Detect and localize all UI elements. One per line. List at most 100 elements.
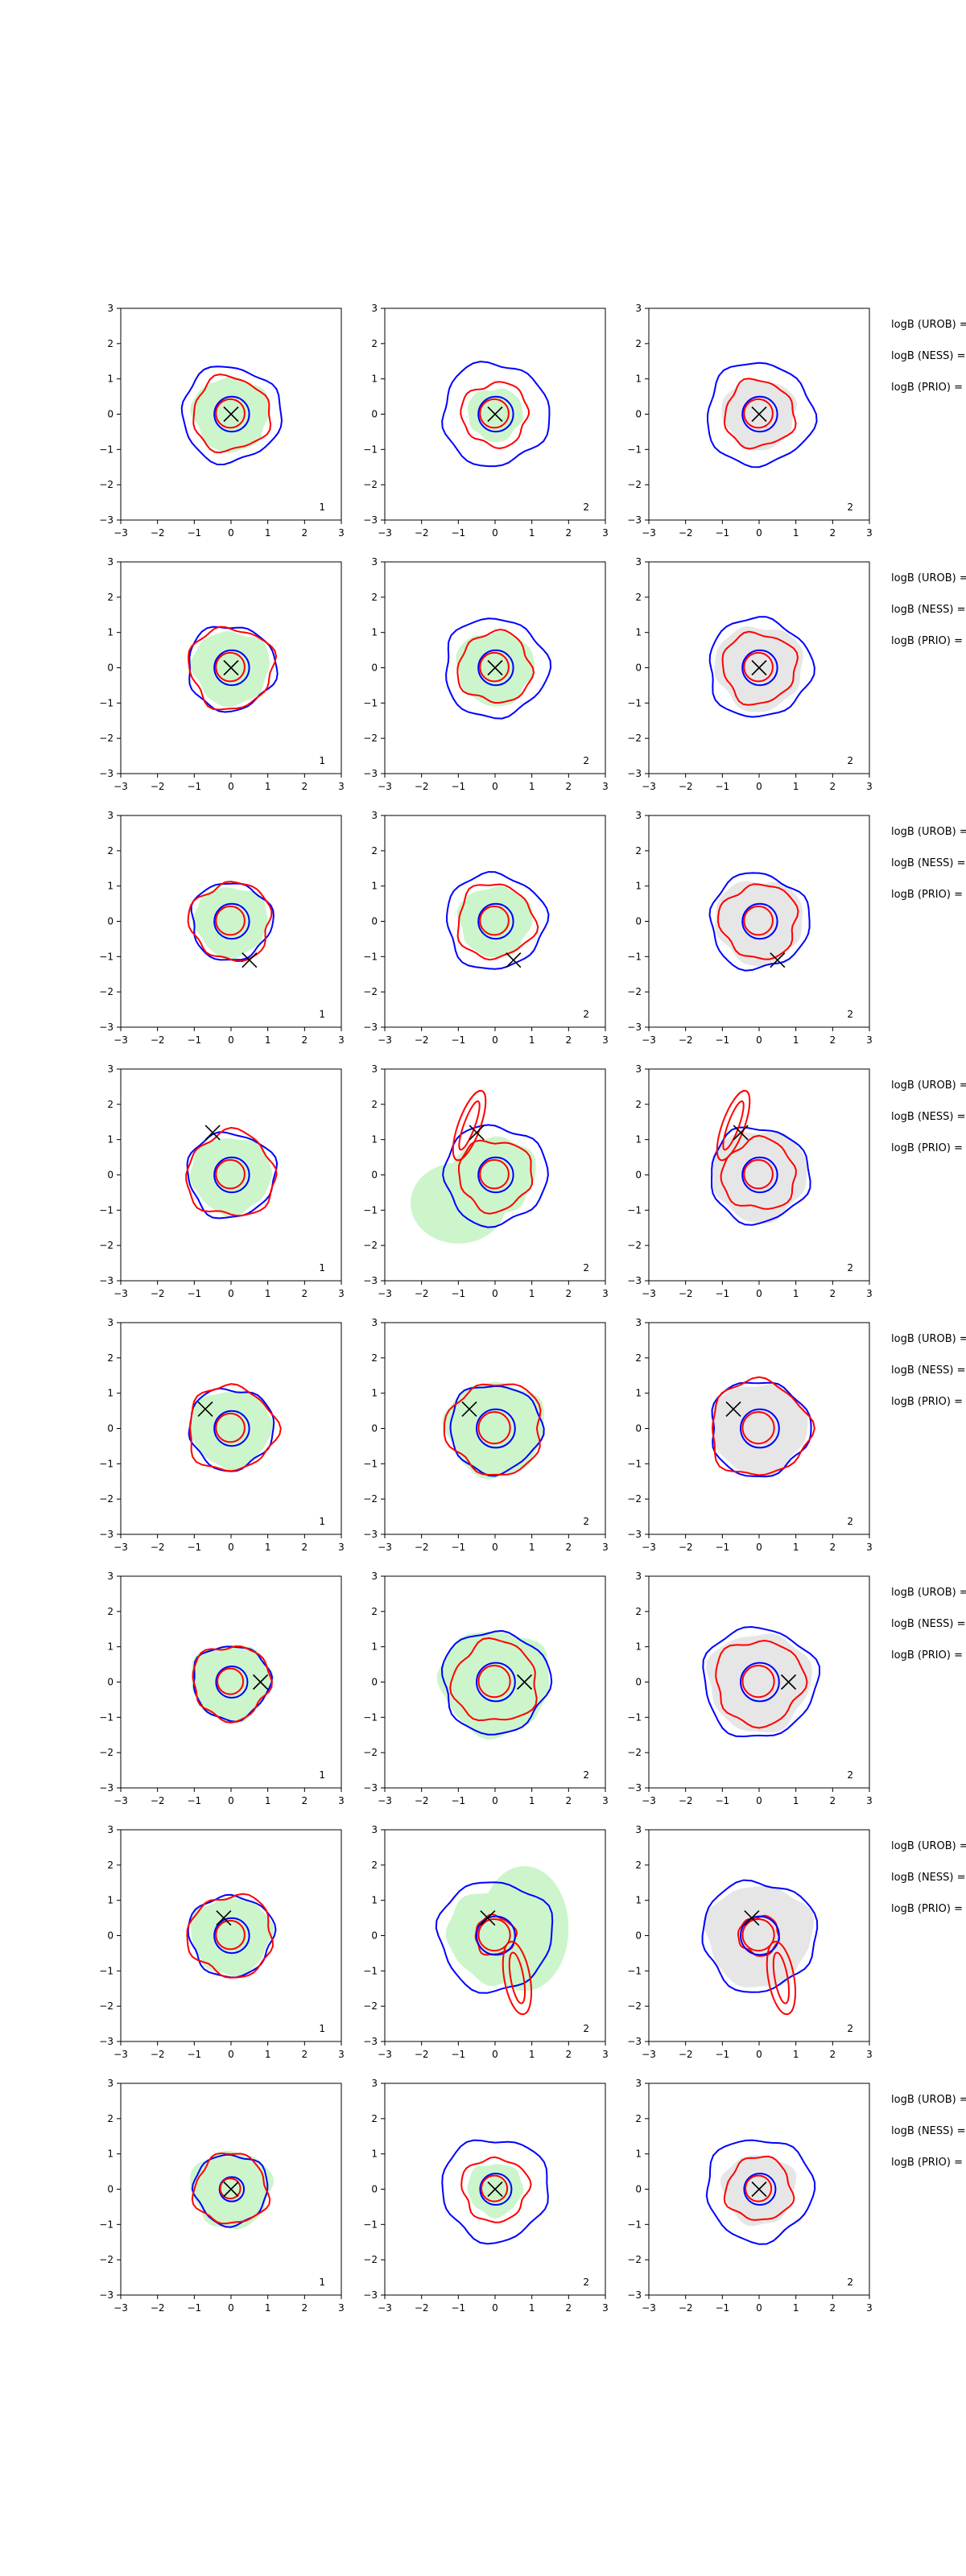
marker-x [469,1125,485,1141]
panel-r8-c1: −3−3 −2 −2 −1 −1 0 0 1 1 2 2 3 3 1 [99,2078,345,2314]
x-tick-label: −1 [187,1542,201,1553]
y-tick-label: 3 [635,556,642,568]
x-tick-label: −3 [114,1795,128,1806]
plot-area [445,617,552,720]
core-contour-blue [477,1156,514,1194]
panel-index-label: 1 [319,2277,325,2288]
y-tick-label: −2 [363,2000,378,2012]
x-tick-label: −1 [715,527,729,539]
inner-contour [187,625,278,711]
x-tick-label: −2 [679,1034,693,1046]
core-contour-red [215,398,246,429]
x-tick-label: −2 [151,1795,165,1806]
core-contour-blue [741,902,778,940]
y-tick-label: −3 [99,1529,114,1540]
x-tick-label: 2 [302,1034,308,1046]
y-tick-label: 0 [107,916,114,927]
y-tick-label: 0 [107,1423,114,1435]
marker-x [733,1125,749,1141]
x-tick-label: −1 [451,781,465,792]
y-tick-label: −3 [363,2036,378,2047]
x-tick-label: 0 [492,2302,498,2314]
x-tick-label: −1 [715,1288,729,1299]
panel-r2-c2: −3−3 −2 −2 −1 −1 0 0 1 1 2 2 3 3 2 [363,556,609,792]
x-tick-label: −1 [451,2302,465,2314]
inner-contour [449,1637,538,1722]
y-tick-label: −2 [627,2254,642,2265]
core-contour-blue [479,2172,513,2207]
marker-x [461,1401,477,1417]
inner-contour [723,378,797,450]
panel-r8-c2: −3−3 −2 −2 −1 −1 0 0 1 1 2 2 3 3 2 [363,2078,609,2314]
x-tick-label: 1 [529,2302,535,2314]
y-tick-label: −1 [363,2219,378,2230]
density-fill [712,1131,807,1224]
y-tick-label: −2 [627,733,642,744]
plot-area [705,2139,816,2245]
x-tick-label: 0 [756,1795,762,1806]
side-label-1: logB (UROB) = [891,319,966,331]
y-tick-label: −1 [99,1458,114,1469]
x-tick-label: −2 [151,1542,165,1553]
marker-x [744,1910,760,1926]
x-tick-label: 2 [302,1542,308,1553]
y-tick-label: −1 [627,697,642,708]
y-tick-label: 2 [371,1606,378,1617]
density-fill [191,1897,275,1977]
y-tick-label: 2 [107,845,114,857]
outer-contour [706,361,818,469]
inner-contour [720,1134,797,1210]
y-tick-label: −1 [99,697,114,708]
core-contour-red [743,398,774,429]
x-tick-label: 2 [566,1795,572,1806]
y-tick-label: 1 [107,374,114,385]
y-tick-label: −3 [363,1022,378,1033]
plot-area [702,1625,820,1738]
marker-x [751,2181,767,2198]
panel-r4-c2: −3−3 −2 −2 −1 −1 0 0 1 1 2 2 3 3 2 [363,1063,609,1299]
x-tick-label: 3 [866,1034,873,1046]
x-tick-label: 0 [492,1542,498,1553]
y-tick-label: −2 [99,2254,114,2265]
core-contour-blue [741,1156,778,1194]
x-tick-label: 2 [566,1542,572,1553]
y-tick-label: −1 [627,951,642,962]
y-tick-label: 2 [371,1099,378,1110]
x-tick-label: 0 [228,781,234,792]
x-tick-label: 0 [228,1795,234,1806]
panel-r5-c3: −3−3 −2 −2 −1 −1 0 0 1 1 2 2 3 3 2 [627,1317,873,1553]
side-label-3: logB (PRIO) = [891,1396,963,1408]
side-label-2: logB (NESS) = [891,604,965,616]
x-tick-label: −1 [715,1542,729,1553]
x-tick-label: −3 [114,1034,128,1046]
panel-index-label: 2 [847,1769,853,1781]
y-tick-label: 0 [107,1677,114,1688]
marker-x [197,1401,213,1417]
x-tick-label: −3 [642,527,656,539]
plot-area [710,1089,811,1226]
core-contour-blue [740,1662,780,1703]
side-label-1: logB (UROB) = [891,2094,966,2106]
marker-x [204,1125,221,1141]
panel-r6-c1: −3−3 −2 −2 −1 −1 0 0 1 1 2 2 3 3 1 [99,1571,345,1806]
inner-contour [715,1639,808,1729]
core-contour-blue [741,395,778,433]
core-contour-blue [476,1915,516,1956]
plot-area [190,2150,274,2230]
y-tick-label: 3 [635,1571,642,1582]
y-tick-label: 1 [635,881,642,892]
x-tick-label: 0 [492,2049,498,2060]
marker-x [242,952,258,968]
y-tick-label: 3 [107,303,114,314]
density-fill [191,1392,274,1472]
core-contour-red [215,651,246,683]
x-tick-label: 0 [228,1034,234,1046]
density-fill [703,1885,815,1988]
side-label-3: logB (PRIO) = [891,1903,963,1915]
y-tick-label: −2 [627,1493,642,1505]
side-label-2: logB (NESS) = [891,857,965,869]
y-tick-label: −1 [363,1711,378,1723]
y-tick-label: 3 [371,1824,378,1835]
x-tick-label: 1 [793,2302,799,2314]
y-tick-label: 0 [371,1930,378,1942]
